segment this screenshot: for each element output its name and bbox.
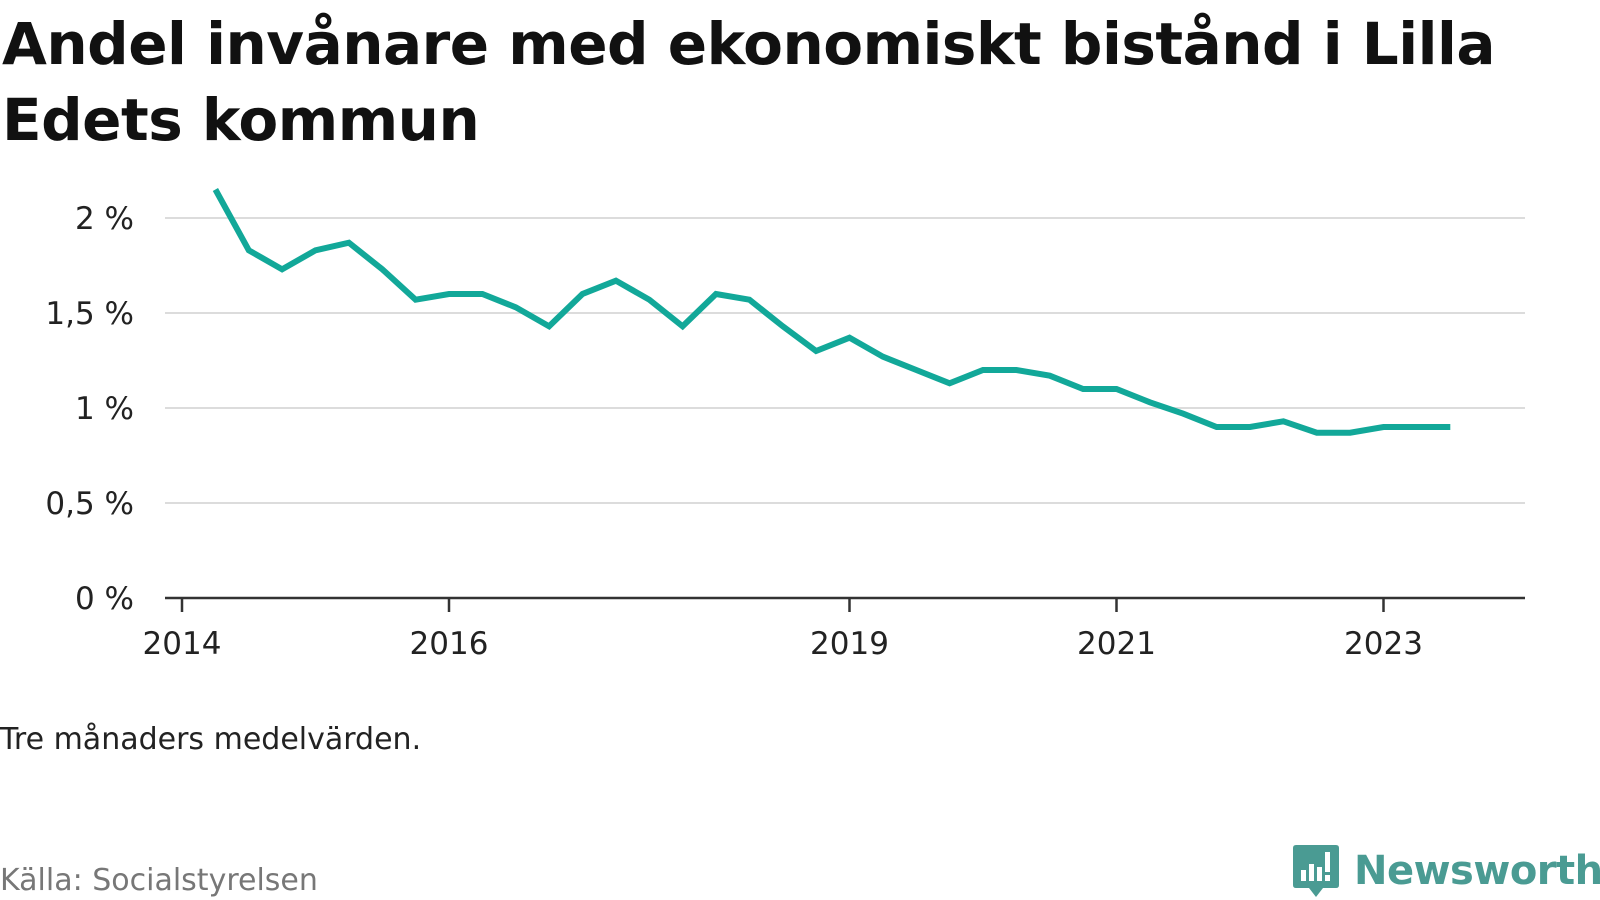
data-point [248,250,249,251]
data-point [916,370,917,371]
x-tick-label: 2023 [1344,626,1423,662]
x-tick-label: 2019 [810,626,889,662]
data-point [1350,432,1351,433]
y-tick-label: 0,5 % [45,486,134,522]
data-point [549,326,550,327]
data-point [215,189,216,190]
x-tick-label: 2021 [1077,626,1156,662]
y-tick-label: 2 % [75,201,134,237]
series-line [212,188,1451,436]
y-axis: 0 % 0,5 % 1 % 1,5 % 2 % [45,201,134,617]
data-point [348,242,349,243]
data-point [1083,389,1084,390]
data-point [582,294,583,295]
y-tick-label: 1 % [75,391,134,427]
data-point [1450,427,1451,428]
newsworthy-logo: Newsworthy [1292,843,1600,899]
data-point [1049,375,1050,376]
bar-chart-speech-bubble-icon [1293,845,1339,897]
source-label: Källa: Socialstyrelsen [0,863,318,898]
data-point [1149,402,1150,403]
data-point [515,307,516,308]
data-point [1216,427,1217,428]
data-point [716,294,717,295]
x-axis: 2014 2016 2019 2021 2023 [143,596,1525,662]
data-point [1250,427,1251,428]
data-point [882,356,883,357]
data-point [682,326,683,327]
data-point [282,269,283,270]
data-point [382,269,383,270]
data-point [949,383,950,384]
y-tick-label: 1,5 % [45,296,134,332]
data-point [1116,389,1117,390]
series-layer [212,188,1451,436]
data-point [1183,413,1184,414]
data-point [849,337,850,338]
data-point [983,370,984,371]
data-point [649,299,650,300]
x-tick-label: 2014 [143,626,222,662]
data-point [1283,421,1284,422]
data-point [1316,432,1317,433]
data-point [1383,427,1384,428]
data-point [816,351,817,352]
y-tick-label: 0 % [75,581,134,617]
x-tick-label: 2016 [410,626,489,662]
data-point [315,250,316,251]
data-point [782,326,783,327]
data-point [1016,370,1017,371]
data-point [482,294,483,295]
data-point [449,294,450,295]
data-point [615,280,616,281]
chart-title: Andel invånare med ekonomiskt bistånd i … [2,10,1496,154]
data-point [415,299,416,300]
data-point [749,299,750,300]
data-point [1416,427,1417,428]
gridlines [165,217,1525,504]
brand-name: Newsworthy [1354,848,1600,894]
chart-note: Tre månaders medelvärden. [0,722,422,757]
